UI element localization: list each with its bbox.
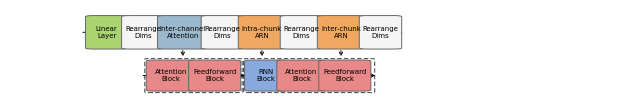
Text: Rearrange
Dims: Rearrange Dims [284, 26, 319, 39]
FancyBboxPatch shape [360, 16, 402, 49]
FancyBboxPatch shape [146, 60, 195, 91]
Text: Feedforward
Block: Feedforward Block [193, 69, 236, 82]
Text: Attention
Block: Attention Block [285, 69, 318, 82]
FancyBboxPatch shape [188, 60, 241, 91]
FancyBboxPatch shape [280, 16, 323, 49]
Text: Inter-chunk
ARN: Inter-chunk ARN [321, 26, 361, 39]
FancyBboxPatch shape [157, 16, 208, 49]
FancyBboxPatch shape [85, 16, 128, 49]
Text: Inter-channel
Attention: Inter-channel Attention [160, 26, 206, 39]
FancyBboxPatch shape [317, 16, 364, 49]
FancyBboxPatch shape [319, 60, 371, 91]
FancyBboxPatch shape [122, 16, 164, 49]
Text: RNN
Block: RNN Block [256, 69, 276, 82]
Text: Attention
Block: Attention Block [155, 69, 187, 82]
FancyBboxPatch shape [244, 60, 287, 91]
Text: Linear
Layer: Linear Layer [96, 26, 118, 39]
Text: Intra-chunk
ARN: Intra-chunk ARN [242, 26, 282, 39]
FancyBboxPatch shape [277, 60, 326, 91]
Text: Rearrange
Dims: Rearrange Dims [205, 26, 240, 39]
Text: Rearrange
Dims: Rearrange Dims [125, 26, 160, 39]
Text: Rearrange
Dims: Rearrange Dims [363, 26, 399, 39]
FancyBboxPatch shape [238, 16, 285, 49]
Text: Feedforward
Block: Feedforward Block [323, 69, 366, 82]
FancyBboxPatch shape [201, 16, 244, 49]
